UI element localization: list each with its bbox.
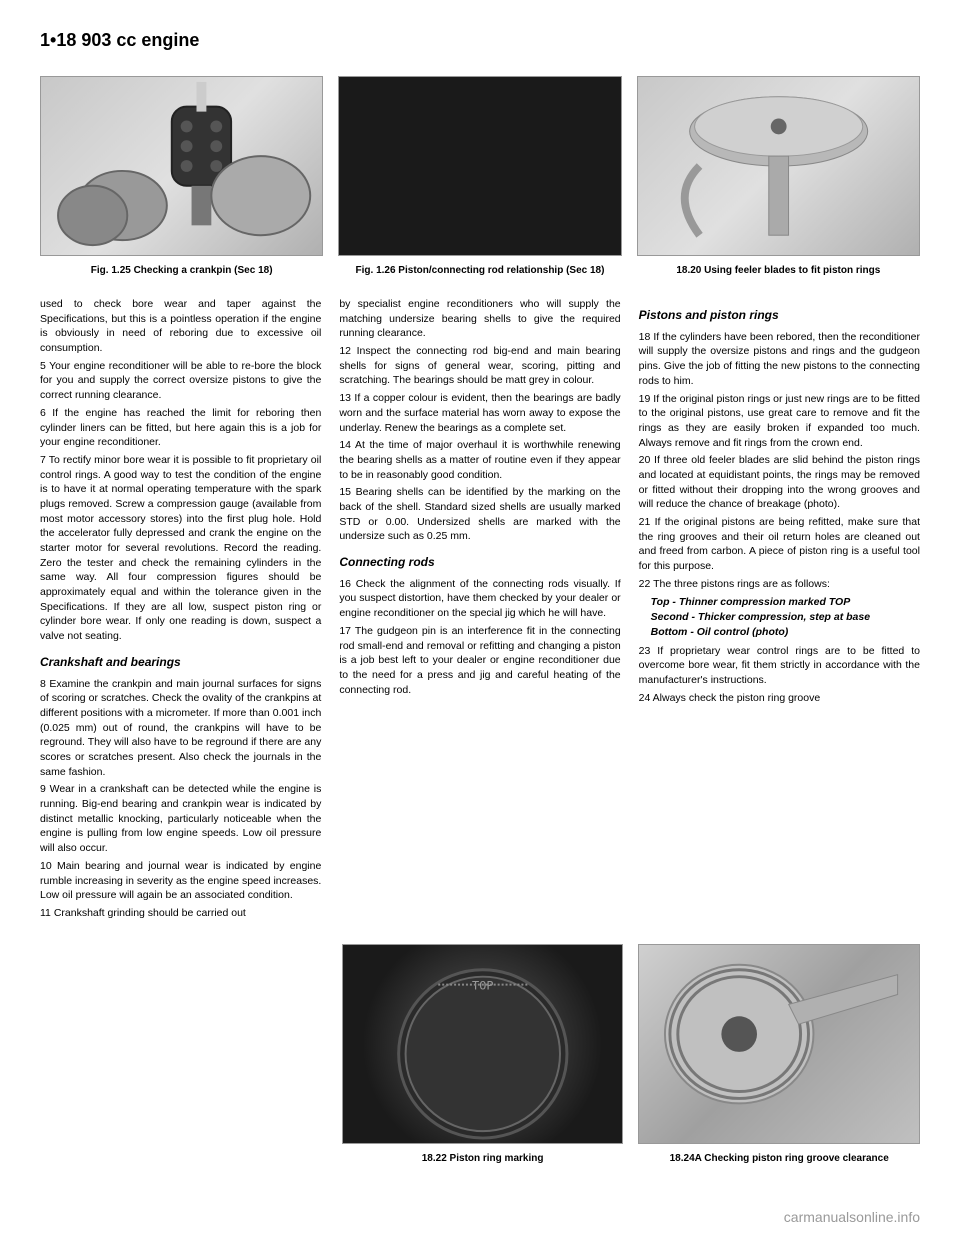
footer-watermark: carmanualsonline.info — [784, 1209, 920, 1225]
col3-para5: 22 The three pistons rings are as follow… — [639, 577, 920, 592]
col1-para3: 6 If the engine has reached the limit fo… — [40, 406, 321, 450]
col3-para6: 23 If proprietary wear control rings are… — [639, 644, 920, 688]
ring-item-2: Second - Thicker compression, step at ba… — [651, 610, 920, 625]
ring-item-1: Top - Thinner compression marked TOP — [651, 595, 920, 610]
page-number: 1•18 — [40, 30, 76, 50]
col2-subheading1: Connecting rods — [339, 554, 620, 571]
figure-caption-1: Fig. 1.25 Checking a crankpin (Sec 18) — [40, 264, 323, 277]
col1-para1: used to check bore wear and taper agains… — [40, 297, 321, 356]
column-1: used to check bore wear and taper agains… — [40, 297, 321, 924]
figure-image-dark — [338, 76, 621, 256]
col3-para2: 19 If the original piston rings or just … — [639, 392, 920, 451]
figure-caption-3: 18.20 Using feeler blades to fit piston … — [637, 264, 920, 277]
ring-list: Top - Thinner compression marked TOP Sec… — [639, 595, 920, 639]
col2-para7: 17 The gudgeon pin is an interference fi… — [339, 624, 620, 697]
column-2: by specialist engine reconditioners who … — [339, 297, 620, 924]
page-title: 903 cc engine — [81, 30, 199, 50]
col1-para2: 5 Your engine reconditioner will be able… — [40, 359, 321, 403]
col3-subheading1: Pistons and piston rings — [639, 307, 920, 324]
col2-para5: 15 Bearing shells can be identified by t… — [339, 485, 620, 544]
top-figures-row: Fig. 1.25 Checking a crankpin (Sec 18) F… — [40, 76, 920, 277]
figure-image-piston-ring-marking: TOP — [342, 944, 624, 1144]
col1-subheading1: Crankshaft and bearings — [40, 654, 321, 671]
figure-18-20: 18.20 Using feeler blades to fit piston … — [637, 76, 920, 277]
col1-para7: 10 Main bearing and journal wear is indi… — [40, 859, 321, 903]
figure-image-piston-top — [637, 76, 920, 256]
column-3: Pistons and piston rings 18 If the cylin… — [639, 297, 920, 924]
col2-para3: 13 If a copper colour is evident, then t… — [339, 391, 620, 435]
col1-para6: 9 Wear in a crankshaft can be detected w… — [40, 782, 321, 855]
figure-18-22: TOP 18.22 Piston ring marking — [342, 944, 624, 1165]
col3-para3: 20 If three old feeler blades are slid b… — [639, 453, 920, 512]
col3-para1: 18 If the cylinders have been rebored, t… — [639, 330, 920, 389]
figure-18-24a: 18.24A Checking piston ring groove clear… — [638, 944, 920, 1165]
figure-caption-2: Fig. 1.26 Piston/connecting rod relation… — [338, 264, 621, 277]
content-columns: used to check bore wear and taper agains… — [40, 297, 920, 924]
col2-para2: 12 Inspect the connecting rod big-end an… — [339, 344, 620, 388]
figure-caption-bottom-2: 18.24A Checking piston ring groove clear… — [638, 1152, 920, 1165]
ring-item-3: Bottom - Oil control (photo) — [651, 625, 920, 640]
figure-image-piston-groove — [638, 944, 920, 1144]
figure-1-26: Fig. 1.26 Piston/connecting rod relation… — [338, 76, 621, 277]
col1-para4: 7 To rectify minor bore wear it is possi… — [40, 453, 321, 644]
figure-image-crankshaft — [40, 76, 323, 256]
col2-para6: 16 Check the alignment of the connecting… — [339, 577, 620, 621]
bottom-figures-row: TOP 18.22 Piston ring marking 18.24A Che… — [40, 944, 920, 1165]
col2-para4: 14 At the time of major overhaul it is w… — [339, 438, 620, 482]
col1-para5: 8 Examine the crankpin and main journal … — [40, 677, 321, 780]
col2-para1: by specialist engine reconditioners who … — [339, 297, 620, 341]
figure-1-25: Fig. 1.25 Checking a crankpin (Sec 18) — [40, 76, 323, 277]
figure-caption-bottom-1: 18.22 Piston ring marking — [342, 1152, 624, 1165]
page-header: 1•18 903 cc engine — [40, 30, 920, 51]
col3-para7: 24 Always check the piston ring groove — [639, 691, 920, 706]
col3-para4: 21 If the original pistons are being ref… — [639, 515, 920, 574]
col1-para8: 11 Crankshaft grinding should be carried… — [40, 906, 321, 921]
